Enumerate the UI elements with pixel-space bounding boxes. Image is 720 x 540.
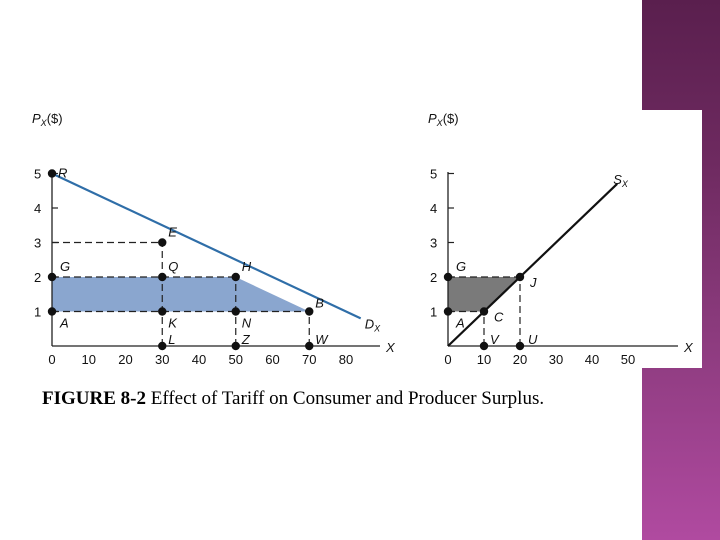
right-chart-point-A <box>443 307 453 316</box>
left-chart-point-Q <box>158 272 167 282</box>
figure-panel: 1 2 3 4 5 0 10 20 30 40 50 60 70 80 PX($) X DX R E H B G Q A K N L… <box>0 110 702 368</box>
left-chart-point-label-G: G <box>60 259 70 274</box>
right-chart-point-C <box>479 307 489 316</box>
left-chart-point-E <box>158 238 167 247</box>
left-chart-x-tick-label-70: 70 <box>302 352 316 367</box>
right-chart-shaded-area <box>448 277 520 312</box>
left-chart-point-label-K: K <box>168 316 178 331</box>
left-chart-x-tick-label-20: 20 <box>118 352 132 367</box>
left-chart-point-label-A: A <box>59 316 69 331</box>
right-chart-series-line-SX <box>447 183 618 347</box>
figure-caption: FIGURE 8-2 Effect of Tariff on Consumer … <box>42 388 720 410</box>
left-chart-shaded-area <box>52 277 310 312</box>
right-chart-point-label-A: A <box>455 316 465 331</box>
left-chart-x-tick-label-30: 30 <box>155 352 169 367</box>
left-chart-point-label-Z: Z <box>241 332 251 347</box>
right-chart-point-J <box>515 272 525 282</box>
left-chart-point-R <box>47 169 57 178</box>
right-chart-point-label-V: V <box>490 332 500 347</box>
left-chart-point-H <box>231 272 240 282</box>
right-chart-x-tick-label-30: 30 <box>549 352 563 367</box>
right-chart-x-tick-label-0: 0 <box>444 352 451 367</box>
right-chart-y-tick-label-5: 5 <box>430 167 437 182</box>
right-chart-series-label-SX: SX <box>613 172 629 189</box>
left-chart-x-axis-title: X <box>385 340 396 355</box>
left-chart-x-tick-label-80: 80 <box>339 352 353 367</box>
right-chart-point-V <box>479 341 489 351</box>
left-chart-x-tick-label-10: 10 <box>82 352 96 367</box>
right-chart-point-label-J: J <box>529 275 537 290</box>
right-chart-point-U <box>515 341 525 351</box>
left-chart-point-Z <box>231 341 240 351</box>
left-chart-y-tick-label-2: 2 <box>34 270 41 285</box>
left-chart-point-A <box>47 307 57 316</box>
right-chart-x-axis-title: X <box>683 340 694 355</box>
left-chart-point-label-H: H <box>242 259 252 274</box>
right-chart-x-tick-label-10: 10 <box>477 352 491 367</box>
left-chart-y-axis-title: PX($) <box>32 111 63 128</box>
left-chart-x-tick-label-40: 40 <box>192 352 206 367</box>
left-chart-point-K <box>158 307 167 316</box>
caption-text: Effect of Tariff on Consumer and Produce… <box>145 388 545 409</box>
right-chart-x-tick-label-20: 20 <box>513 352 527 367</box>
right-chart-point-label-C: C <box>494 310 504 325</box>
left-chart-y-tick-label-3: 3 <box>34 236 41 251</box>
left-chart-series-label-DX: DX <box>365 316 381 333</box>
left-chart-x-tick-label-50: 50 <box>229 352 243 367</box>
left-chart-point-label-B: B <box>315 296 324 311</box>
right-chart-y-axis-title: PX($) <box>428 111 459 128</box>
left-chart-point-label-R: R <box>58 166 67 181</box>
right-chart-y-tick-label-1: 1 <box>430 305 437 320</box>
left-chart-point-label-W: W <box>315 332 329 347</box>
right-chart-point-G <box>443 272 453 282</box>
right-chart-point-label-U: U <box>528 332 538 347</box>
left-chart-point-G <box>47 272 57 282</box>
left-chart-y-tick-label-1: 1 <box>34 305 41 320</box>
left-chart-point-L <box>158 341 167 351</box>
left-chart-point-W <box>305 341 314 351</box>
left-chart-point-N <box>231 307 240 316</box>
left-chart-point-label-L: L <box>168 332 175 347</box>
right-chart-y-tick-label-4: 4 <box>430 201 437 216</box>
left-chart-point-label-Q: Q <box>168 259 178 274</box>
left-chart-point-label-E: E <box>168 225 177 240</box>
right-chart-x-tick-label-40: 40 <box>585 352 599 367</box>
left-chart-x-tick-label-60: 60 <box>265 352 279 367</box>
right-chart-point-label-G: G <box>456 259 466 274</box>
right-chart-y-tick-label-2: 2 <box>430 270 437 285</box>
right-chart-y-tick-label-3: 3 <box>430 236 437 251</box>
right-chart-x-tick-label-50: 50 <box>621 352 635 367</box>
left-chart-x-tick-label-0: 0 <box>48 352 55 367</box>
left-chart-series-line-DX <box>51 172 362 320</box>
left-chart-point-B <box>305 307 314 316</box>
left-chart-y-tick-label-4: 4 <box>34 201 41 216</box>
left-chart-y-tick-label-5: 5 <box>34 167 41 182</box>
figure-label: FIGURE 8-2 <box>42 388 146 409</box>
left-chart-point-label-N: N <box>242 316 252 331</box>
